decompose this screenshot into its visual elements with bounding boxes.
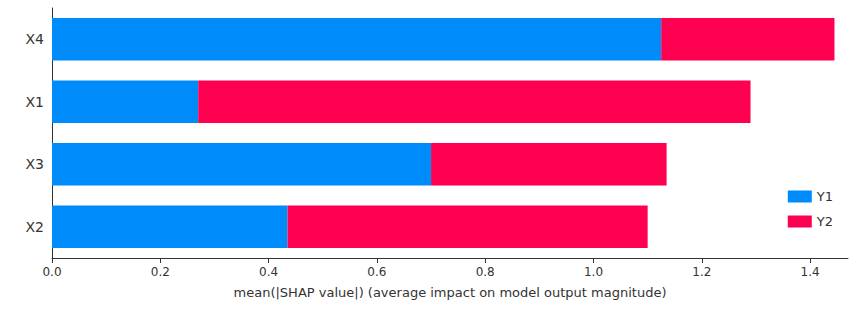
- svg-text:X4: X4: [26, 31, 45, 47]
- svg-text:0.4: 0.4: [259, 265, 278, 279]
- svg-text:Y1: Y1: [816, 189, 833, 204]
- svg-text:1.0: 1.0: [584, 265, 603, 279]
- svg-text:0.2: 0.2: [151, 265, 170, 279]
- svg-text:X2: X2: [26, 219, 45, 235]
- svg-text:0.0: 0.0: [42, 265, 61, 279]
- svg-text:X1: X1: [26, 94, 45, 110]
- svg-text:Y2: Y2: [816, 214, 833, 229]
- svg-text:mean(|SHAP value|) (average im: mean(|SHAP value|) (average impact on mo…: [234, 285, 667, 300]
- svg-text:0.8: 0.8: [476, 265, 495, 279]
- svg-text:0.6: 0.6: [367, 265, 386, 279]
- svg-text:1.2: 1.2: [692, 265, 711, 279]
- svg-text:X3: X3: [26, 156, 45, 172]
- svg-text:1.4: 1.4: [801, 265, 820, 279]
